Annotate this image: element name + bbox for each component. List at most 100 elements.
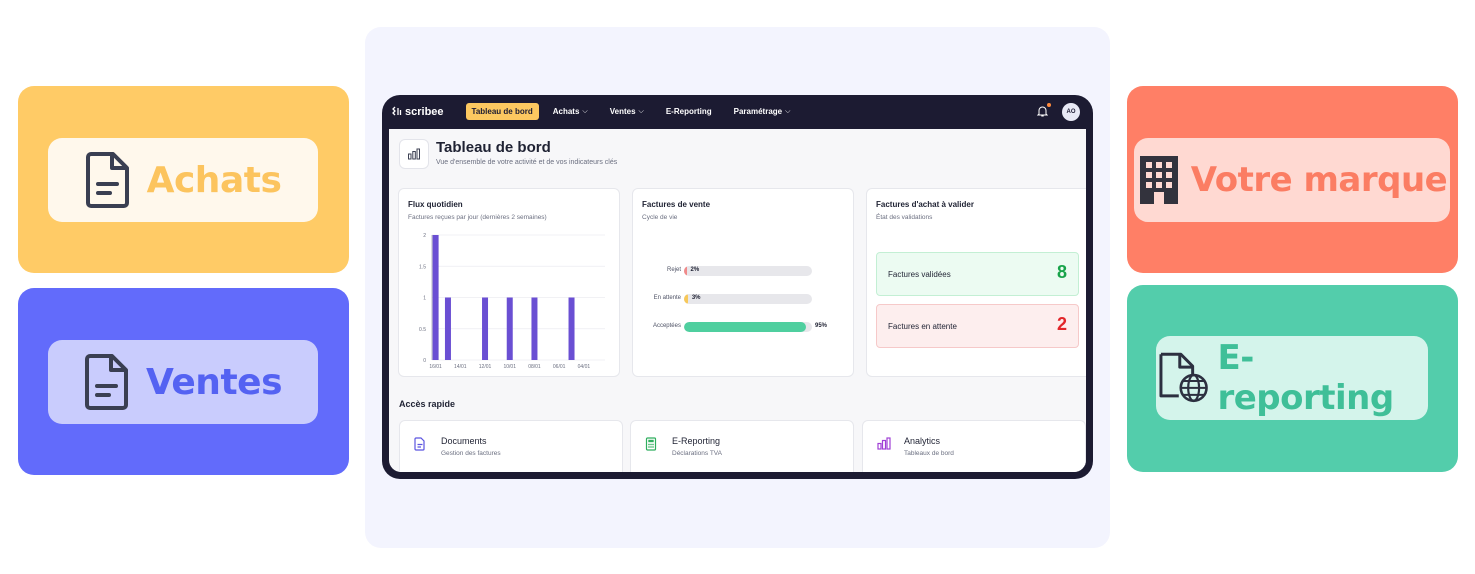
nav-parametrage[interactable]: Paramétrage ⌵: [734, 107, 791, 116]
flux-bar-chart: 2 1.5 1 0.5 016/01 14/01 12/01 10/01 08/01 06/01 0…: [419, 233, 605, 370]
quick-card-title: Analytics: [904, 436, 941, 446]
app-window: scribee Tableau de bord Achats ⌵ Ventes …: [382, 95, 1093, 479]
pending-count: 2: [1056, 314, 1067, 334]
progress-value: 95%: [815, 323, 828, 329]
progress-track: [684, 322, 812, 332]
nav-item-label: Achats: [552, 107, 580, 116]
quick-access-title: Accès rapide: [399, 399, 456, 409]
progress-value: 2%: [690, 267, 700, 273]
ventes-label: Ventes: [146, 361, 283, 403]
quick-card-subtitle: Tableaux de bord: [904, 450, 954, 457]
flux-quotidien-card: Flux quotidien Factures reçues par jour …: [398, 188, 620, 377]
nav-tableau-de-bord[interactable]: Tableau de bord: [465, 103, 539, 120]
card-title: Factures de vente: [642, 200, 711, 209]
x-tick-label: 06/01: [553, 364, 566, 370]
y-tick-label: 1.5: [419, 264, 426, 270]
ventes-tile[interactable]: Ventes: [18, 288, 349, 475]
factures-achat-card: Factures d'achat à valider État des vali…: [866, 188, 1086, 377]
quick-card-subtitle: Gestion des factures: [441, 450, 501, 457]
quick-analytics-card[interactable]: Analytics Tableaux de bord: [862, 420, 1086, 472]
nav-item-label: Paramétrage: [733, 107, 783, 116]
scribee-logo-icon: [392, 106, 402, 116]
nav-item-label: Ventes: [609, 107, 636, 116]
ventes-pill[interactable]: Ventes: [48, 340, 318, 424]
achats-pill[interactable]: Achats: [48, 138, 318, 222]
progress-fill: [684, 294, 688, 304]
x-tick-label: 10/01: [503, 364, 516, 370]
votre-marque-tile[interactable]: Votre marque: [1127, 86, 1458, 273]
x-tick-label: 12/01: [479, 364, 492, 370]
chart-bar[interactable]: [568, 297, 575, 361]
progress-row-rejet: Rejet 2%: [633, 265, 855, 277]
achats-tile[interactable]: Achats: [18, 86, 349, 273]
building-icon: [1139, 156, 1178, 204]
chart-bar[interactable]: [444, 297, 451, 361]
calculator-icon: [645, 437, 657, 451]
notification-dot: [1047, 103, 1051, 107]
page-title: Tableau de bord: [436, 139, 551, 156]
nav-achats[interactable]: Achats ⌵: [553, 107, 588, 116]
bar-chart-icon: [399, 139, 429, 169]
progress-value: 3%: [691, 295, 701, 301]
chart-bar[interactable]: [506, 297, 513, 361]
nav-ventes[interactable]: Ventes ⌵: [610, 107, 644, 116]
validated-count: 8: [1056, 262, 1067, 282]
pending-label: Factures en attente: [888, 322, 957, 331]
top-navbar: scribee Tableau de bord Achats ⌵ Ventes …: [382, 95, 1093, 128]
brand-name: scribee: [405, 105, 444, 118]
chevron-down-icon: ⌵: [582, 107, 588, 115]
document-icon: [85, 354, 128, 410]
card-title: Factures d'achat à valider: [876, 200, 974, 209]
chart-bar[interactable]: [482, 297, 489, 361]
y-tick-label: 2: [423, 233, 426, 239]
progress-label: En attente: [653, 295, 681, 301]
factures-en-attente-box[interactable]: Factures en attente 2: [876, 304, 1079, 348]
quick-card-title: E-Reporting: [672, 436, 721, 446]
avatar[interactable]: AO: [1062, 103, 1080, 121]
document-globe-icon: [1159, 352, 1208, 403]
factures-validees-box[interactable]: Factures validées 8: [876, 252, 1079, 296]
card-subtitle: État des validations: [876, 214, 933, 221]
achats-label: Achats: [146, 159, 282, 201]
quick-card-subtitle: Déclarations TVA: [672, 450, 722, 457]
quick-card-title: Documents: [441, 436, 487, 446]
progress-row-acceptees: Acceptées 95%: [633, 321, 855, 333]
chevron-down-icon: ⌵: [638, 107, 644, 115]
e-reporting-tile[interactable]: E-reporting: [1127, 285, 1458, 472]
dashboard-screen: Tableau de bord Vue d'ensemble de votre …: [389, 129, 1086, 472]
chart-bar[interactable]: [432, 235, 439, 360]
votre-marque-label: Votre marque: [1190, 160, 1448, 200]
document-icon: [414, 437, 425, 451]
y-tick-label: 1: [423, 296, 426, 302]
chevron-down-icon: ⌵: [785, 107, 791, 115]
bar-chart-icon: [877, 437, 891, 450]
votre-marque-pill[interactable]: Votre marque: [1134, 138, 1450, 222]
nav-e-reporting[interactable]: E-Reporting: [666, 107, 712, 116]
document-icon: [85, 152, 129, 208]
quick-documents-card[interactable]: Documents Gestion des factures: [399, 420, 623, 472]
factures-vente-card: Factures de vente Cycle de vie Rejet 2% …: [632, 188, 854, 377]
y-tick-label: 0: [423, 358, 426, 364]
nav-item-label: E-Reporting: [665, 107, 712, 116]
progress-fill: [684, 266, 687, 276]
validated-label: Factures validées: [888, 270, 951, 279]
card-subtitle: Cycle de vie: [642, 214, 678, 221]
card-subtitle: Factures reçues par jour (dernières 2 se…: [408, 214, 547, 221]
bell-icon[interactable]: [1037, 105, 1048, 117]
progress-row-en-attente: En attente 3%: [633, 293, 855, 305]
progress-label: Acceptées: [652, 323, 681, 329]
progress-track: [684, 294, 812, 304]
quick-e-reporting-card[interactable]: E-Reporting Déclarations TVA: [630, 420, 854, 472]
y-tick-label: 0.5: [419, 327, 426, 333]
chart-bar[interactable]: [531, 297, 538, 361]
x-tick-label: 08/01: [528, 364, 541, 370]
nav-item-label: Tableau de bord: [471, 107, 533, 116]
e-reporting-label: E-reporting: [1217, 338, 1394, 418]
x-tick-label: 04/01: [578, 364, 591, 370]
page-subtitle: Vue d'ensemble de votre activité et de v…: [436, 159, 618, 166]
e-reporting-pill[interactable]: E-reporting: [1156, 336, 1428, 420]
brand-logo[interactable]: scribee: [392, 106, 444, 118]
progress-track: [684, 266, 812, 276]
progress-label: Rejet: [666, 267, 681, 273]
card-title: Flux quotidien: [408, 200, 463, 209]
